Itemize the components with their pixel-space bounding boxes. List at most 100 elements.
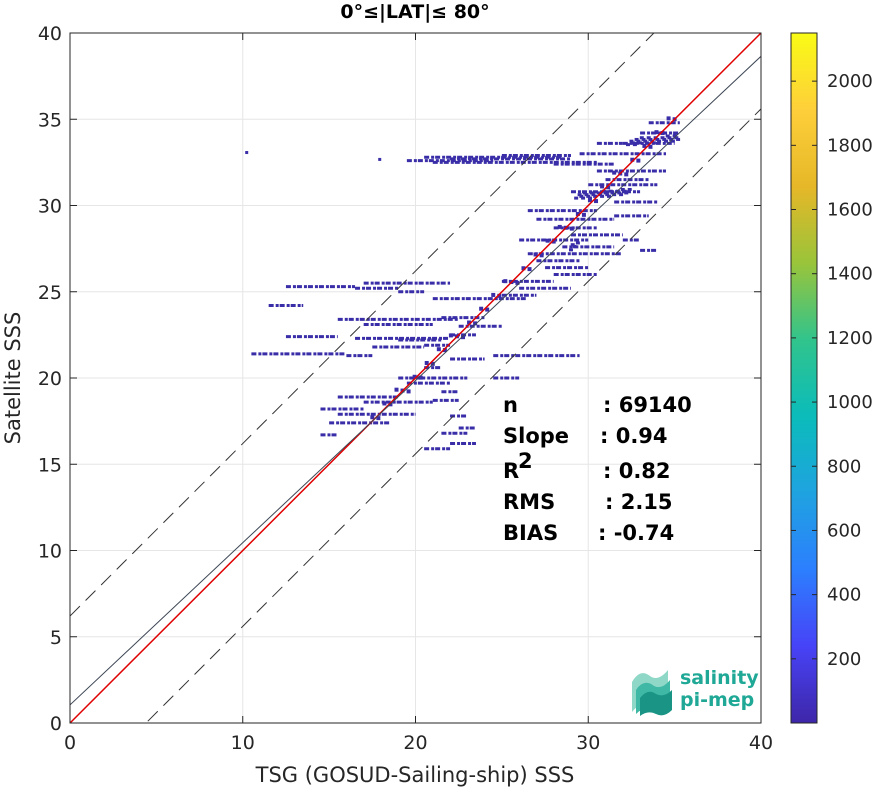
colorbar-tick-label: 600 — [827, 520, 861, 541]
logo-line2: pi-mep — [680, 689, 754, 711]
density-cell — [593, 194, 598, 198]
density-cell — [672, 134, 677, 138]
density-cell — [648, 137, 653, 141]
density-cell — [406, 389, 411, 394]
density-cell — [418, 375, 423, 380]
colorbar-tick-label: 1400 — [827, 264, 873, 285]
density-cell — [676, 137, 681, 141]
upper-bound-line — [70, 33, 655, 617]
density-cell — [378, 157, 382, 161]
density-cell — [663, 139, 668, 143]
density-cell — [245, 151, 249, 155]
density-cell — [670, 139, 675, 143]
density-cell — [606, 194, 611, 198]
density-cell — [394, 387, 399, 392]
density-cell — [579, 194, 584, 198]
density-cell — [643, 139, 648, 143]
identity-line — [70, 33, 761, 723]
density-cell — [603, 191, 608, 195]
density-cell — [660, 131, 665, 136]
density-cell — [569, 226, 574, 231]
density-cell — [594, 199, 599, 204]
density-cell — [461, 335, 466, 340]
density-cell — [646, 136, 651, 140]
density-cell — [581, 196, 586, 200]
y-tick-label: 25 — [38, 282, 62, 304]
density-cell — [586, 194, 591, 198]
density-cell — [539, 253, 544, 258]
y-tick-label: 30 — [38, 196, 62, 218]
density-cell — [662, 137, 667, 141]
density-cell — [627, 187, 632, 191]
density-cell — [521, 266, 526, 271]
x-axis-title: TSG (GOSUD-Sailing-ship) SSS — [255, 763, 575, 787]
density-cell — [574, 196, 579, 200]
y-tick-label: 35 — [38, 109, 62, 131]
stat-label: BIAS — [503, 521, 558, 545]
chart-title: 0°≤|LAT|≤ 80° — [340, 1, 489, 23]
density-cell — [551, 239, 556, 244]
density-cell — [533, 252, 538, 257]
density-cell — [587, 198, 592, 203]
y-axis-title: Satellite SSS — [1, 312, 25, 445]
density-cell — [624, 172, 629, 177]
density-cell — [515, 280, 520, 285]
density-cell — [617, 191, 622, 195]
colorbar-tick-label: 400 — [827, 585, 861, 606]
density-cell — [669, 137, 674, 141]
density-cell — [605, 193, 610, 197]
density-cell — [503, 279, 508, 284]
y-tick-label: 40 — [38, 23, 62, 45]
density-cell — [596, 191, 601, 195]
y-tick-label: 5 — [50, 627, 62, 649]
colorbar — [790, 32, 818, 724]
stat-label-superscript: 2 — [518, 449, 533, 473]
density-points — [245, 116, 681, 451]
stat-value: : 0.82 — [603, 459, 671, 483]
stats-annotation: n: 69140 Slope: 0.94 R2: 0.82 RMS: 2.15 BIAS… — [503, 393, 692, 545]
colorbar-tick-label: 800 — [827, 456, 861, 477]
density-cell — [491, 292, 496, 297]
density-cell — [473, 321, 478, 326]
colorbar-tick-label: 200 — [827, 649, 861, 670]
density-cell — [620, 187, 625, 191]
fit-lines — [70, 33, 761, 723]
colorbar-tick-label: 1200 — [827, 328, 873, 349]
density-cell — [589, 191, 594, 195]
density-cell — [644, 141, 649, 145]
density-cell — [612, 170, 617, 175]
y-tick-label: 10 — [38, 541, 62, 563]
density-cell — [370, 415, 375, 420]
regression-line — [70, 55, 761, 706]
density-cell — [527, 267, 532, 272]
stat-label: n — [503, 393, 518, 417]
stat-label: RMS — [503, 490, 555, 514]
density-cell — [577, 193, 582, 197]
density-cell — [376, 416, 381, 421]
density-cell — [622, 189, 627, 193]
x-tick-label: 10 — [231, 732, 255, 754]
density-cell — [467, 320, 472, 325]
x-tick-label: 20 — [403, 732, 427, 754]
x-tick-label: 0 — [64, 732, 76, 754]
density-cell — [641, 137, 646, 141]
density-cell — [424, 360, 429, 365]
density-cell — [497, 293, 502, 298]
stat-label: Slope — [503, 424, 569, 448]
density-cell — [634, 137, 639, 141]
density-cell — [575, 211, 580, 216]
density-cell — [631, 141, 636, 145]
density-cell — [655, 137, 660, 141]
density-cell — [606, 185, 611, 190]
density-cell — [598, 193, 603, 197]
density-cell — [667, 136, 672, 140]
density-cell — [648, 144, 653, 149]
density-cell — [582, 191, 587, 195]
density-cell — [382, 401, 387, 406]
density-cell — [600, 184, 605, 189]
colorbar-tick-label: 1600 — [827, 200, 873, 221]
density-cell — [666, 116, 671, 121]
colorbar-tick-label: 1800 — [827, 135, 873, 156]
density-cell — [581, 212, 586, 217]
